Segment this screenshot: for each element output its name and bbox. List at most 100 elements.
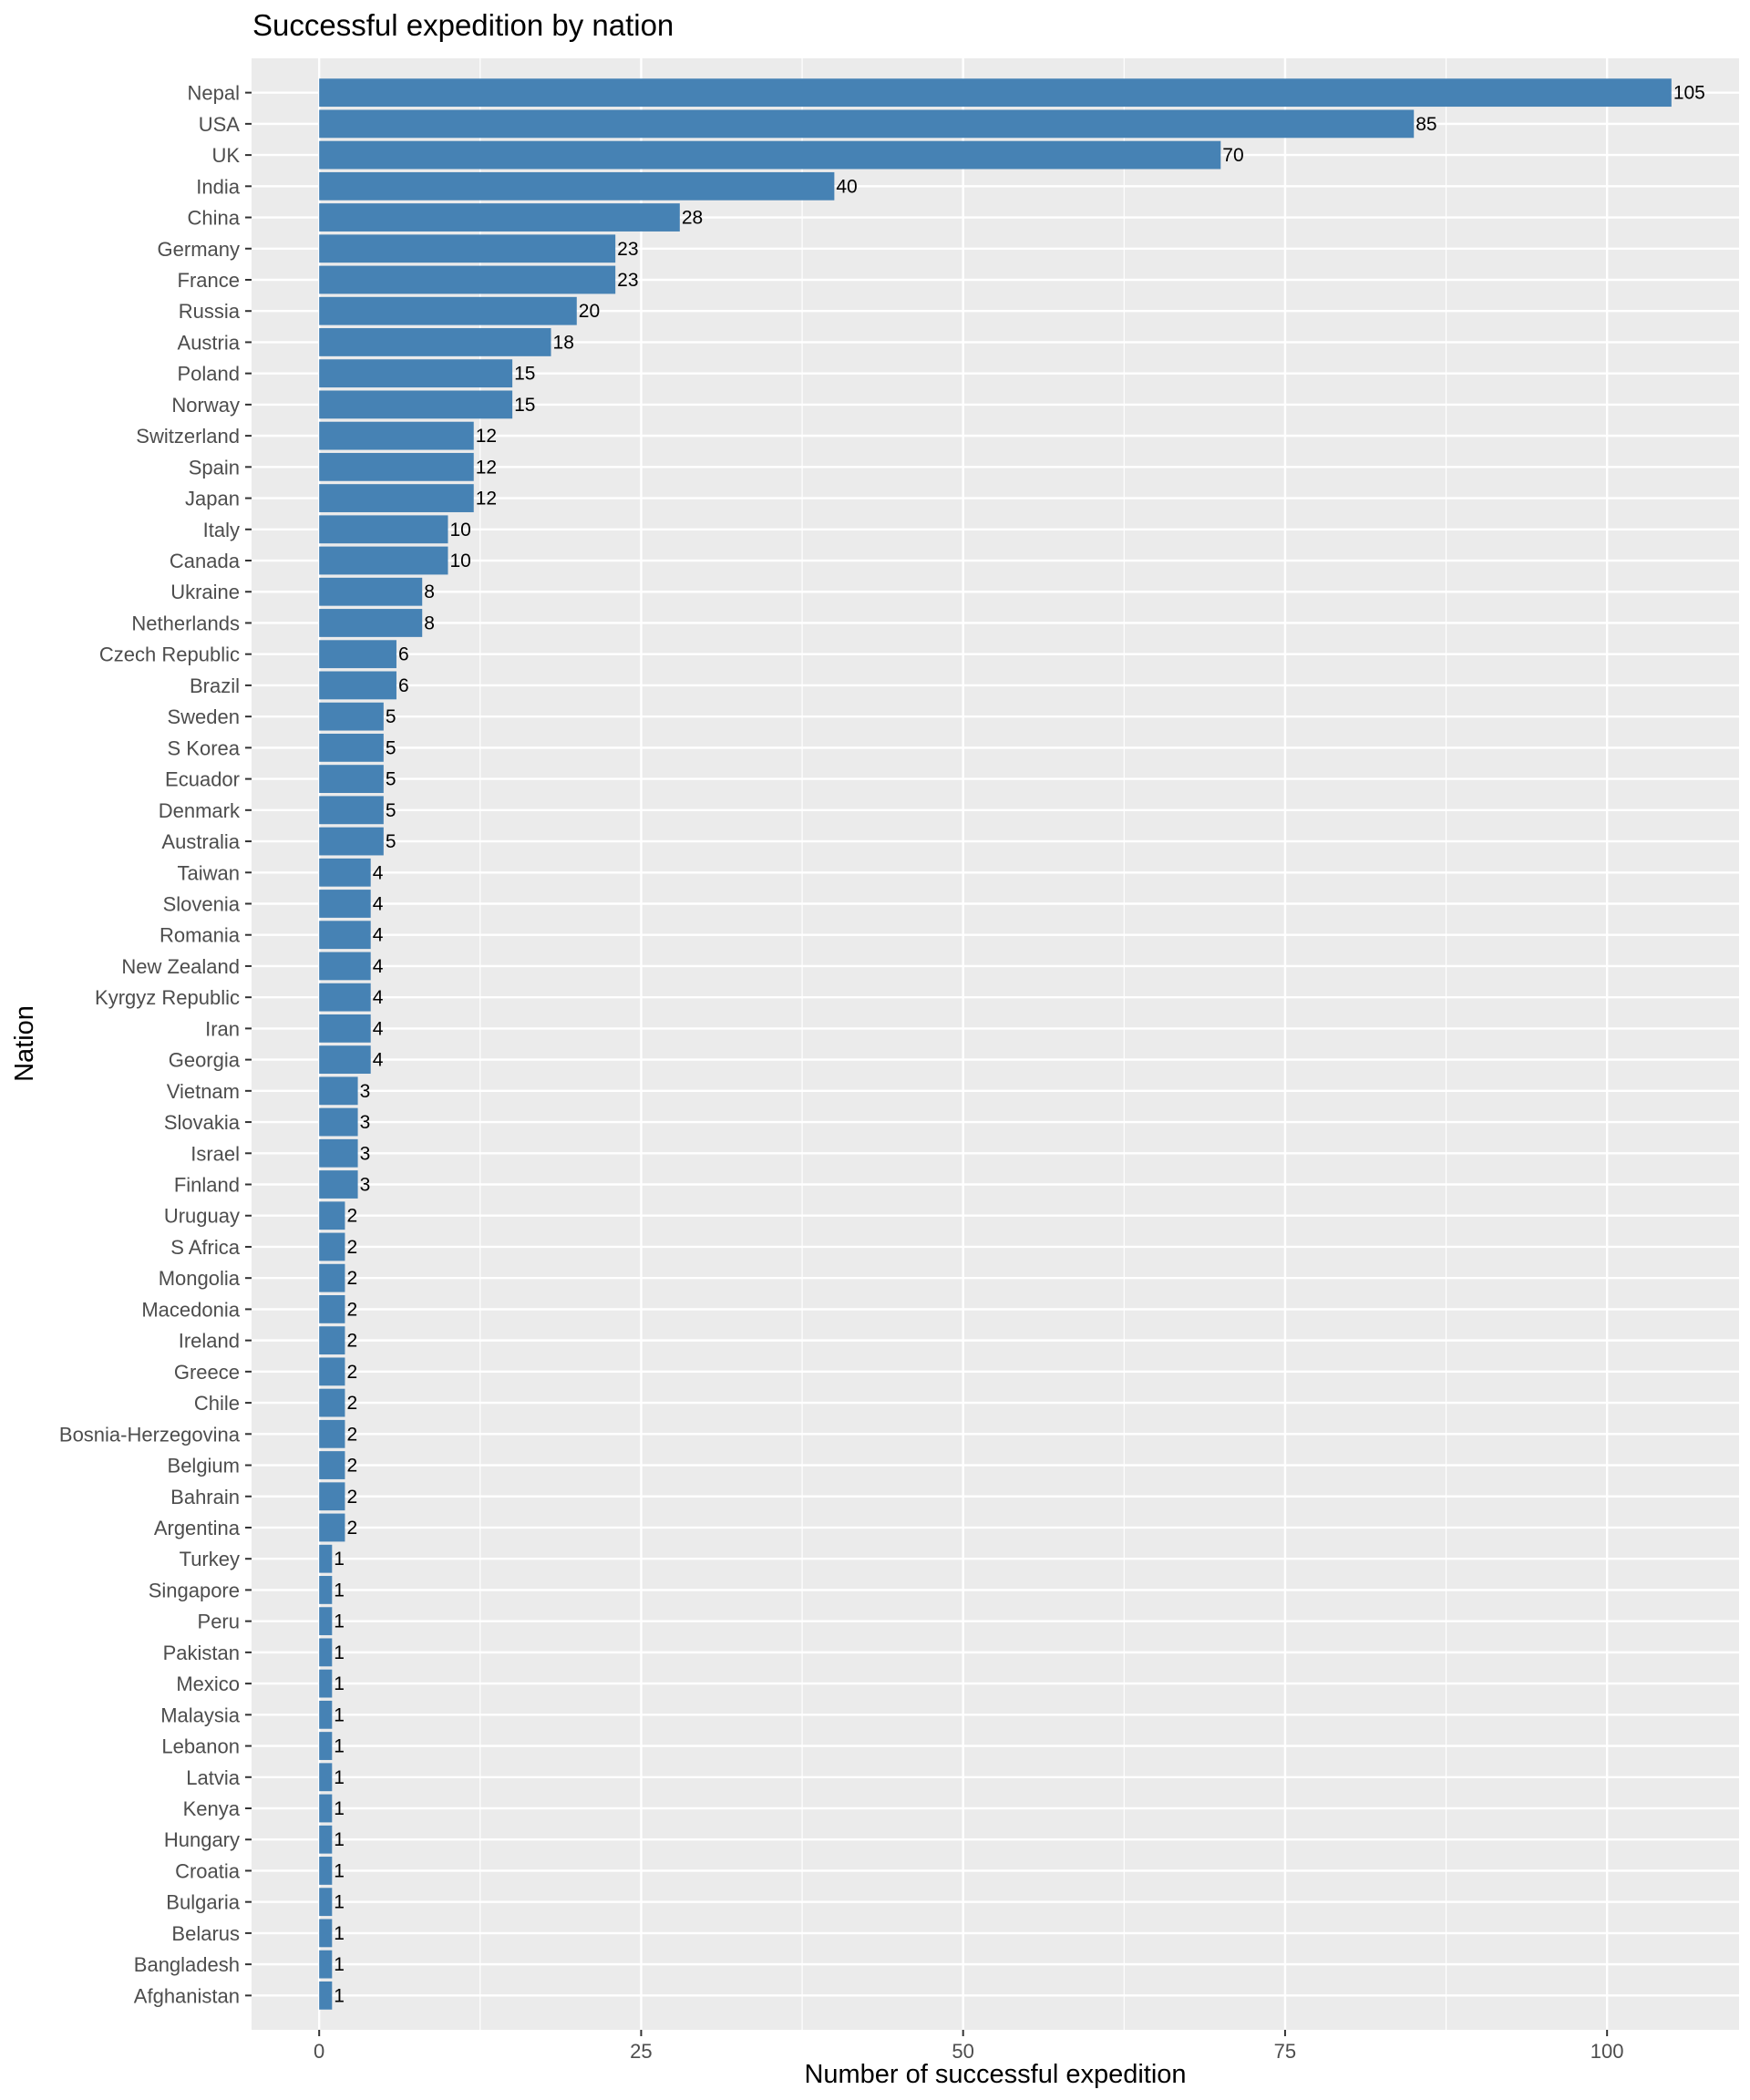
data-labels: 1058570402823232018151512121210108866555… <box>334 83 1705 2007</box>
y-tick-label: Ireland <box>179 1330 240 1353</box>
data-label: 5 <box>386 831 396 852</box>
y-tick-label: USA <box>199 113 241 136</box>
data-label: 1 <box>334 1892 345 1913</box>
bar <box>319 1669 333 1698</box>
data-label: 28 <box>682 208 703 229</box>
data-label: 1 <box>334 1954 345 1975</box>
bar <box>319 171 835 201</box>
y-tick-label: Greece <box>174 1361 240 1384</box>
data-label: 6 <box>398 644 409 665</box>
bar <box>319 421 474 450</box>
data-label: 2 <box>346 1393 357 1414</box>
data-label: 5 <box>386 769 396 790</box>
data-label: 4 <box>373 956 384 977</box>
bar <box>319 1326 345 1355</box>
bar <box>319 1544 333 1573</box>
data-label: 10 <box>449 551 470 571</box>
data-label: 2 <box>346 1518 357 1539</box>
data-label: 15 <box>514 395 535 416</box>
bar <box>319 1513 345 1542</box>
y-tick-label: Norway <box>171 394 240 417</box>
y-tick-label: Slovakia <box>164 1111 241 1134</box>
bar <box>319 1482 345 1511</box>
bar <box>319 702 384 731</box>
data-label: 23 <box>617 270 638 291</box>
data-label: 2 <box>346 1456 357 1477</box>
y-tick-label: Australia <box>161 830 240 853</box>
data-label: 2 <box>346 1237 357 1258</box>
y-tick-label: Singapore <box>149 1579 240 1601</box>
data-label: 2 <box>346 1331 357 1352</box>
y-tick-label: Latvia <box>186 1766 240 1789</box>
data-label: 3 <box>360 1081 371 1102</box>
x-axis-title: Number of successful expedition <box>804 2060 1186 2089</box>
bar <box>319 1419 345 1448</box>
y-tick-label: Brazil <box>190 674 240 697</box>
data-label: 2 <box>346 1268 357 1289</box>
bar <box>319 1357 345 1386</box>
x-tick-label: 50 <box>952 2040 973 2063</box>
y-tick-label: Ukraine <box>170 581 240 603</box>
data-label: 70 <box>1222 145 1243 166</box>
bar <box>319 1950 333 1979</box>
y-tick-label: Denmark <box>159 799 241 822</box>
bar <box>319 1014 371 1043</box>
y-tick-label: Mongolia <box>159 1267 241 1290</box>
bar <box>319 890 371 918</box>
bar <box>319 296 577 325</box>
data-label: 1 <box>334 1673 345 1694</box>
y-tick-label: Pakistan <box>163 1642 240 1664</box>
y-tick-label: France <box>178 269 240 292</box>
data-label: 1 <box>334 1611 345 1632</box>
y-tick-label: Czech Republic <box>99 643 240 666</box>
bar <box>319 1700 333 1729</box>
x-tick-label: 25 <box>630 2040 652 2063</box>
y-tick-label: Sweden <box>167 705 240 728</box>
bar <box>319 1919 333 1948</box>
y-tick-label: Austria <box>178 331 241 354</box>
x-tick-label: 0 <box>314 2040 324 2063</box>
data-label: 4 <box>373 925 384 946</box>
data-label: 2 <box>346 1487 357 1508</box>
bar <box>319 1295 345 1323</box>
y-tick-label: Slovenia <box>163 892 241 915</box>
data-label: 1 <box>334 1829 345 1850</box>
bars <box>319 78 1672 2010</box>
bar <box>319 921 371 950</box>
y-tick-label: Kyrgyz Republic <box>95 986 240 1009</box>
data-label: 2 <box>346 1424 357 1445</box>
data-label: 5 <box>386 706 396 727</box>
x-tick-label: 75 <box>1274 2040 1296 2063</box>
y-tick-label: Bosnia-Herzegovina <box>59 1423 241 1446</box>
y-tick-label: Switzerland <box>136 425 240 448</box>
data-label: 4 <box>373 987 384 1008</box>
bar <box>319 140 1221 170</box>
y-tick-label: Germany <box>158 238 240 261</box>
y-tick-label: Peru <box>198 1611 240 1633</box>
y-tick-label: S Korea <box>168 736 241 759</box>
y-tick-label: Israel <box>190 1142 240 1165</box>
data-label: 1 <box>334 1767 345 1788</box>
bar <box>319 359 513 388</box>
bar <box>319 1981 333 2010</box>
bar <box>319 484 474 512</box>
data-label: 12 <box>476 457 497 478</box>
y-tick-label: Romania <box>160 924 241 947</box>
bar <box>319 265 616 294</box>
bar <box>319 827 384 856</box>
data-label: 1 <box>334 1704 345 1725</box>
bar <box>319 609 423 637</box>
data-label: 8 <box>424 582 435 602</box>
y-tick-label: India <box>196 175 240 198</box>
data-label: 23 <box>617 239 638 260</box>
y-tick-label: Italy <box>203 519 240 541</box>
data-label: 4 <box>373 1018 384 1039</box>
bar <box>319 546 448 575</box>
y-tick-label: Macedonia <box>141 1298 240 1321</box>
bar <box>319 1388 345 1417</box>
data-label: 2 <box>346 1299 357 1320</box>
y-tick-label: Bahrain <box>170 1486 240 1508</box>
y-tick-label: Kenya <box>183 1797 241 1820</box>
bar <box>319 1232 345 1261</box>
